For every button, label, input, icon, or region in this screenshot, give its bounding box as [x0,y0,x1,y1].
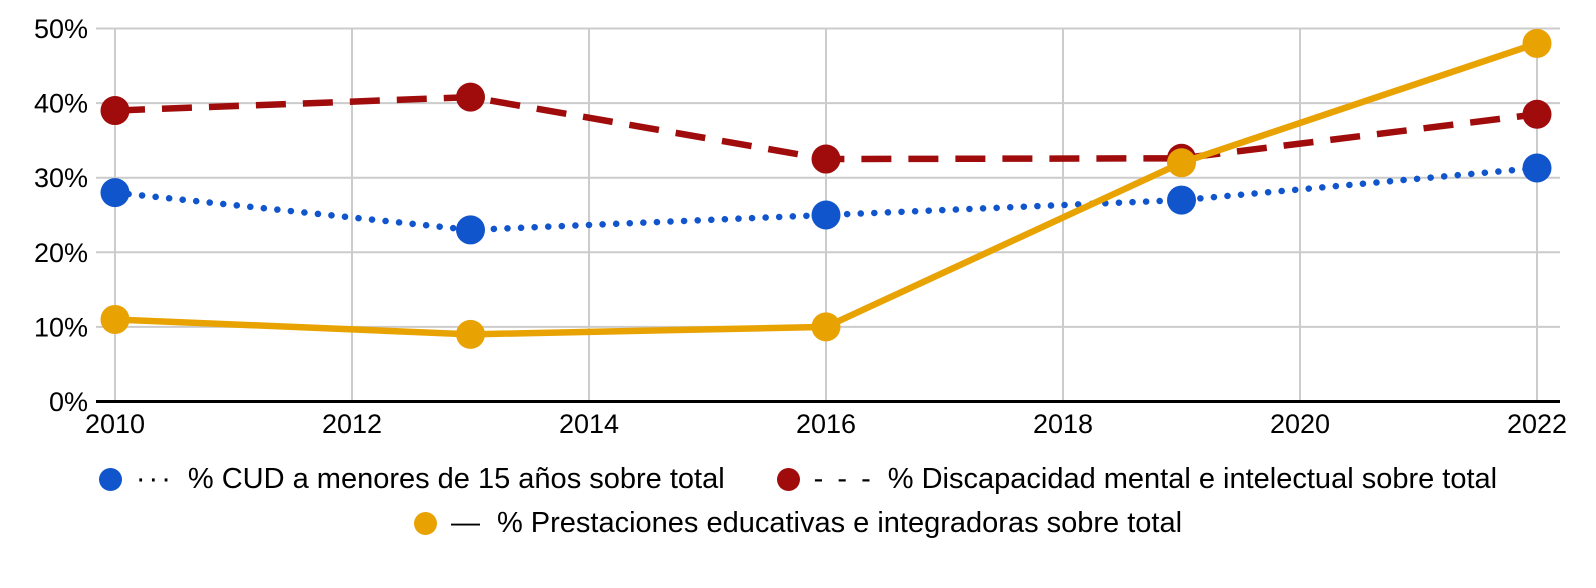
series-points-0 [100,153,1552,245]
legend-label: % Prestaciones educativas e integradoras… [496,507,1183,539]
data-point [456,82,485,112]
legend-row: ··· % CUD a menores de 15 años sobre tota… [0,457,1596,501]
legend-item-1: - - - % Discapacidad mental e intelectual… [776,457,1498,501]
y-tick-label: 0% [49,387,88,417]
x-tick-label: 2018 [1033,409,1093,439]
legend-linestyle-glyph: ··· [135,463,174,495]
data-point [811,312,841,342]
legend-row: — % Prestaciones educativas e integradora… [0,501,1596,545]
legend-label: % Discapacidad mental e intelectual sobr… [887,463,1498,495]
legend-marker-icon [776,467,800,491]
gridlines [96,27,1560,402]
y-tick-label: 20% [34,238,88,268]
plot-area: 0% 10% 20% 30% 40% 50% 2010 2012 2014 2016 2018 202… [34,14,1567,439]
data-point [811,200,841,230]
y-tick-label: 30% [34,163,88,193]
data-point [100,178,130,208]
data-point [100,96,130,126]
legend-marker-icon [98,467,122,491]
legend-label: % CUD a menores de 15 años sobre total [187,463,725,495]
legend-item-2: — % Prestaciones educativas e integradora… [413,501,1183,545]
data-point [1522,99,1552,129]
data-point [1167,185,1196,215]
x-tick-label: 2012 [322,409,382,439]
x-tick-label: 2016 [796,409,856,439]
x-tick-label: 2010 [85,409,145,439]
legend: ··· % CUD a menores de 15 años sobre tota… [0,457,1596,545]
y-tick-label: 10% [34,312,88,342]
data-point [456,215,485,245]
legend-linestyle-glyph: — [450,507,483,539]
data-point [456,319,485,349]
x-tick-label: 2014 [559,409,619,439]
data-point [1522,153,1552,183]
legend-linestyle-glyph: - - - [813,463,874,495]
legend-marker-icon [413,511,437,535]
x-tick-label: 2022 [1507,409,1567,439]
axis-labels: 0% 10% 20% 30% 40% 50% 2010 2012 2014 2016 2018 202… [34,14,1567,439]
y-tick-label: 50% [34,14,88,44]
data-point [1167,148,1196,178]
data-point [100,304,130,334]
data-point [1522,28,1552,58]
legend-item-0: ··· % CUD a menores de 15 años sobre tota… [98,457,725,501]
x-tick-label: 2020 [1270,409,1330,439]
data-point [811,144,841,174]
series-points-2 [100,28,1552,349]
y-tick-label: 40% [34,89,88,119]
